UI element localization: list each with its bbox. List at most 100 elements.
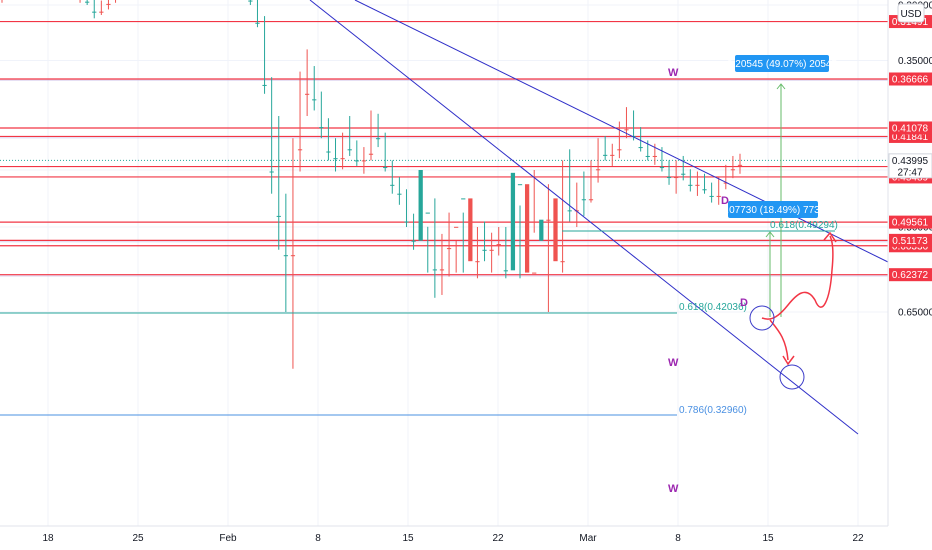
candle-body — [425, 212, 430, 214]
trendline-lower[interactable] — [309, 0, 859, 435]
pattern-label-w-bottom: W — [668, 483, 679, 495]
demand-supply-zones — [0, 78, 888, 277]
candle-body — [503, 270, 508, 272]
price-tag-label: 0.49561 — [892, 218, 929, 229]
candle-body — [603, 154, 608, 156]
candle-body — [666, 177, 672, 179]
candle-body — [702, 189, 707, 191]
price-tag-label: 0.31491 — [892, 17, 929, 28]
candle-body — [255, 22, 260, 24]
candle-body — [517, 184, 523, 186]
candle-body — [276, 215, 281, 217]
measure-label-large: 0.20545 (49.07%) 20545 — [727, 59, 838, 70]
zone-band — [0, 136, 888, 139]
projection-path-bearish — [769, 319, 789, 361]
zone-band — [0, 78, 888, 81]
candle-body — [397, 193, 402, 195]
candle-body — [106, 3, 111, 5]
price-tag[interactable] — [889, 268, 932, 282]
candle-body — [723, 182, 728, 184]
candle-body — [368, 153, 374, 155]
time-axis[interactable]: 18 25 Feb 8 15 22 Mar 8 15 22 — [42, 533, 864, 544]
bullish-arrowhead — [823, 231, 837, 243]
bearish-arrowhead — [782, 355, 795, 366]
candle-body — [326, 151, 331, 153]
candle-body — [383, 167, 388, 169]
candle-body — [99, 11, 104, 13]
x-tick-label: 15 — [402, 533, 414, 544]
candle-body — [674, 177, 679, 179]
measure-label-small-box — [728, 201, 818, 218]
candle-body — [716, 195, 721, 197]
drawings: 0.20545 (49.07%) 20545 0.07730 (18.49%) … — [0, 0, 889, 495]
candle-body — [446, 248, 452, 250]
candle-body — [432, 269, 437, 271]
measure-label-small: 0.07730 (18.49%) 7730 — [721, 205, 826, 216]
candle-body — [262, 84, 267, 86]
candle-body — [532, 272, 537, 274]
x-tick-label: 8 — [675, 533, 681, 544]
candle-body — [411, 240, 416, 242]
currency-button[interactable] — [897, 3, 925, 23]
target-circle-upper — [749, 305, 775, 331]
price-tag[interactable] — [889, 215, 932, 229]
candle-body — [85, 1, 90, 3]
candle-body — [305, 93, 310, 95]
candle-body — [681, 173, 686, 175]
candle-body — [418, 170, 423, 241]
x-tick-label: 15 — [762, 533, 774, 544]
candle-body — [595, 169, 601, 171]
candle-body — [560, 261, 565, 263]
candle-body — [496, 244, 501, 246]
candle-body — [695, 184, 700, 186]
horizontal-levels — [0, 20, 888, 276]
candle-body — [617, 149, 622, 151]
y-tick-label: 0.65000 — [898, 308, 932, 319]
candle-body — [439, 269, 445, 271]
fib-label-0618-upper: 0.618(0.49294) — [770, 220, 838, 231]
candle-body — [319, 127, 324, 129]
candle-body — [361, 160, 367, 162]
price-tag-label: 0.36666 — [892, 74, 929, 85]
price-tag-label: 0.62372 — [892, 270, 929, 281]
candle-body — [347, 149, 352, 151]
fib-label-0786: 0.786(0.32960) — [679, 405, 747, 416]
candle-body — [652, 155, 657, 157]
candle-body — [510, 172, 516, 271]
x-tick-label: 18 — [42, 533, 54, 544]
candle-body — [404, 221, 409, 223]
x-tick-label: 22 — [492, 533, 504, 544]
candlesticks — [1, 0, 743, 369]
trendline-upper[interactable] — [354, 0, 889, 263]
candle-body — [461, 198, 466, 200]
price-tag[interactable] — [889, 121, 932, 135]
measure-arrow-small — [765, 231, 775, 238]
zone-band — [0, 240, 888, 243]
fib-label-0618-lower: 0.618(0.42036) — [679, 302, 747, 313]
candle-body — [567, 210, 572, 212]
pattern-label-w-top: W — [668, 67, 679, 79]
grid — [0, 0, 888, 526]
candle-body — [489, 249, 494, 251]
measure-label-large-box — [735, 55, 829, 72]
pattern-label-d-bottom: D — [740, 297, 748, 309]
candle-body — [290, 255, 296, 257]
pattern-label-w-mid: W — [668, 357, 679, 369]
candle-body — [737, 164, 743, 166]
x-tick-label: 22 — [852, 533, 864, 544]
price-tag[interactable] — [889, 72, 932, 86]
y-tick-label: 0.35000 — [898, 56, 932, 67]
candle-body — [354, 160, 359, 162]
pattern-label-d-top: D — [721, 195, 729, 207]
projection-path-bullish — [761, 235, 834, 320]
price-tag[interactable] — [889, 233, 932, 247]
price-tag[interactable] — [888, 153, 932, 179]
price-axis[interactable]: 0.650000.550000.500000.350000.300000.623… — [888, 0, 932, 319]
candle-body — [297, 149, 303, 151]
zone-band — [0, 274, 888, 277]
candle-body — [588, 199, 594, 201]
candle-body — [92, 11, 97, 13]
candle-body — [468, 198, 473, 262]
candle-body — [248, 0, 253, 2]
